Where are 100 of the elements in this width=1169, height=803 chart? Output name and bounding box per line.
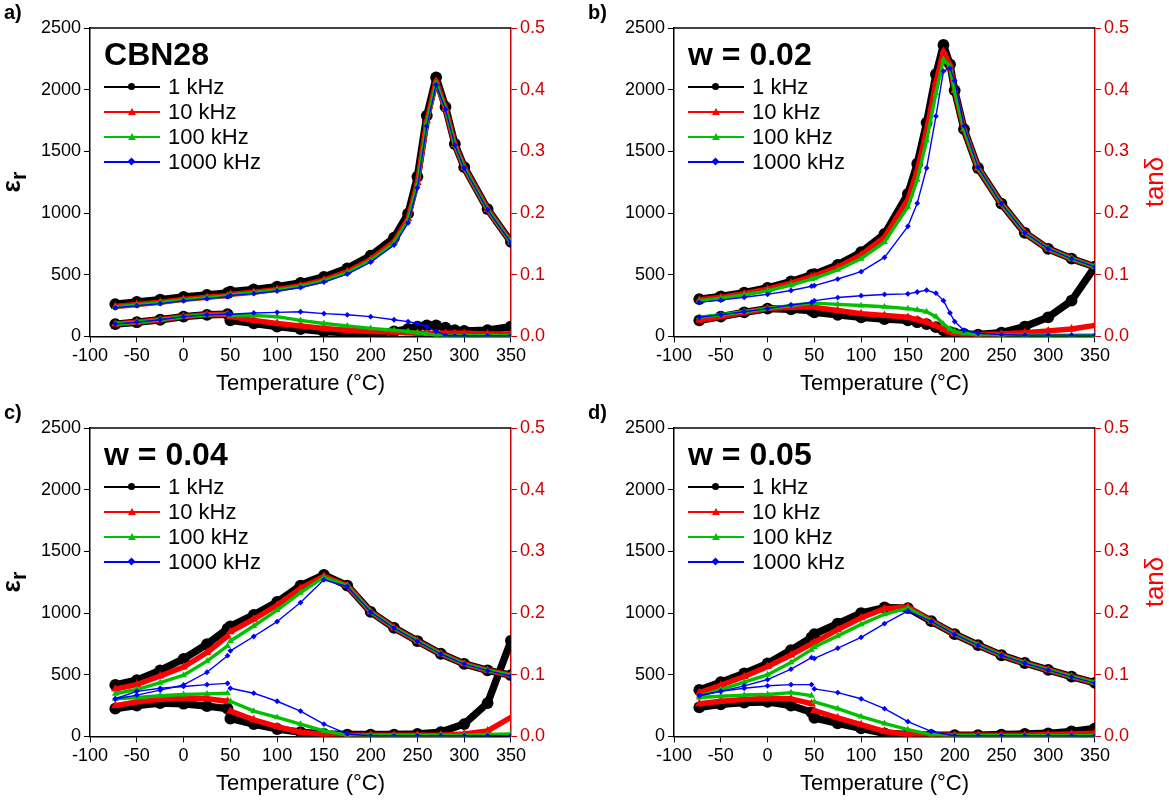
y-tick-label: 2000 [41, 78, 82, 99]
x-tick-label: 100 [846, 745, 877, 766]
y-tick-label: 1000 [625, 602, 666, 623]
y2-tick-label: 0.3 [519, 140, 546, 161]
y2-tick-label: 0.1 [1103, 663, 1130, 684]
legend-title: CBN28 [104, 36, 210, 72]
x-tick-label: 150 [308, 745, 339, 766]
x-tick-label: 200 [939, 345, 970, 366]
legend-label: 1000 kHz [752, 548, 845, 574]
x-tick-label: -50 [123, 745, 150, 766]
y-tick-label: 1500 [625, 540, 666, 561]
x-tick-label: 0 [762, 745, 773, 766]
y2-tick-label: 0.0 [1103, 325, 1130, 346]
x-tick-label: 0 [178, 745, 189, 766]
y-tick-label: 1000 [625, 202, 666, 223]
x-tick-label: 50 [804, 745, 825, 766]
legend-label: 1 kHz [168, 73, 225, 99]
x-tick-label: 250 [402, 745, 433, 766]
x-tick-label: 0 [762, 345, 773, 366]
legend-title: w = 0.04 [104, 436, 229, 472]
y-tick-label: 1000 [41, 602, 82, 623]
y-tick-label: 0 [71, 725, 82, 746]
y2-axis-title: tanδ [1139, 156, 1169, 208]
x-tick-label: 200 [939, 745, 970, 766]
text: b) [588, 1, 607, 23]
legend-title: w = 0.05 [688, 436, 813, 472]
y2-tick-label: 0.0 [519, 725, 546, 746]
x-tick-label: 250 [986, 345, 1017, 366]
x-tick-label: 200 [355, 745, 386, 766]
x-tick-label: 300 [449, 745, 480, 766]
y2-tick-label: 0.4 [1103, 478, 1130, 499]
y2-tick-label: 0.2 [519, 202, 546, 223]
text: a) [4, 1, 22, 23]
y2-tick-label: 0.2 [519, 602, 546, 623]
y-tick-label: 0 [655, 725, 666, 746]
x-tick-label: 100 [262, 745, 293, 766]
y2-tick-label: 0.1 [519, 663, 546, 684]
x-tick-label: -100 [656, 345, 693, 366]
x-tick-label: 300 [1033, 745, 1064, 766]
y2-tick-label: 0.3 [1103, 140, 1130, 161]
legend-label: 1 kHz [168, 473, 225, 499]
y-tick-label: 1500 [41, 140, 82, 161]
y2-tick-label: 0.4 [1103, 78, 1130, 99]
y2-axis-title: tanδ [1139, 556, 1169, 608]
x-tick-label: -100 [72, 745, 109, 766]
y2-tick-label: 0.5 [519, 16, 546, 37]
y2-tick-label: 0.0 [1103, 725, 1130, 746]
y-tick-label: 0 [655, 325, 666, 346]
y2-tick-label: 0.5 [519, 416, 546, 437]
x-tick-label: 350 [495, 345, 526, 366]
legend-label: 1000 kHz [168, 548, 261, 574]
y-tick-label: 1000 [41, 202, 82, 223]
text: d) [588, 401, 607, 423]
y-tick-label: 500 [635, 663, 666, 684]
x-tick-label: 0 [178, 345, 189, 366]
y2-tick-label: 0.1 [1103, 263, 1130, 284]
x-axis-title: Temperature (°C) [216, 370, 385, 395]
legend-label: 1000 kHz [752, 148, 845, 174]
x-tick-label: -50 [707, 345, 734, 366]
legend-label: 1000 kHz [168, 148, 261, 174]
y-tick-label: 0 [71, 325, 82, 346]
x-tick-label: 150 [892, 345, 923, 366]
x-tick-label: 150 [892, 745, 923, 766]
y2-tick-label: 0.3 [519, 540, 546, 561]
legend-label: 10 kHz [752, 98, 821, 124]
y2-tick-label: 0.4 [519, 478, 546, 499]
y-tick-label: 2000 [41, 478, 82, 499]
legend-label: 100 kHz [168, 523, 249, 549]
x-axis-title: Temperature (°C) [800, 370, 969, 395]
y-tick-label: 2500 [41, 416, 82, 437]
y2-tick-label: 0.5 [1103, 416, 1130, 437]
x-axis-title: Temperature (°C) [800, 770, 969, 795]
x-tick-label: 300 [1033, 345, 1064, 366]
y-tick-label: 2000 [625, 78, 666, 99]
x-tick-label: -50 [123, 345, 150, 366]
x-axis-title: Temperature (°C) [216, 770, 385, 795]
legend-label: 10 kHz [752, 498, 821, 524]
y-tick-label: 2000 [625, 478, 666, 499]
y-tick-label: 1500 [625, 140, 666, 161]
y2-tick-label: 0.5 [1103, 16, 1130, 37]
legend-label: 1 kHz [752, 73, 809, 99]
legend-label: 10 kHz [168, 498, 237, 524]
x-tick-label: 350 [495, 745, 526, 766]
x-tick-label: -100 [72, 345, 109, 366]
y-tick-label: 500 [51, 263, 82, 284]
x-tick-label: -100 [656, 745, 693, 766]
y2-tick-label: 0.2 [1103, 202, 1130, 223]
y-tick-label: 500 [635, 263, 666, 284]
y2-tick-label: 0.4 [519, 78, 546, 99]
x-tick-label: 350 [1079, 345, 1110, 366]
x-tick-label: 50 [220, 345, 241, 366]
x-tick-label: 100 [846, 345, 877, 366]
legend-label: 100 kHz [752, 523, 833, 549]
x-tick-label: 50 [804, 345, 825, 366]
y-tick-label: 2500 [41, 16, 82, 37]
x-tick-label: 150 [308, 345, 339, 366]
y2-tick-label: 0.2 [1103, 602, 1130, 623]
legend-title: w = 0.02 [688, 36, 813, 72]
y2-tick-label: 0.3 [1103, 540, 1130, 561]
y2-tick-label: 0.0 [519, 325, 546, 346]
